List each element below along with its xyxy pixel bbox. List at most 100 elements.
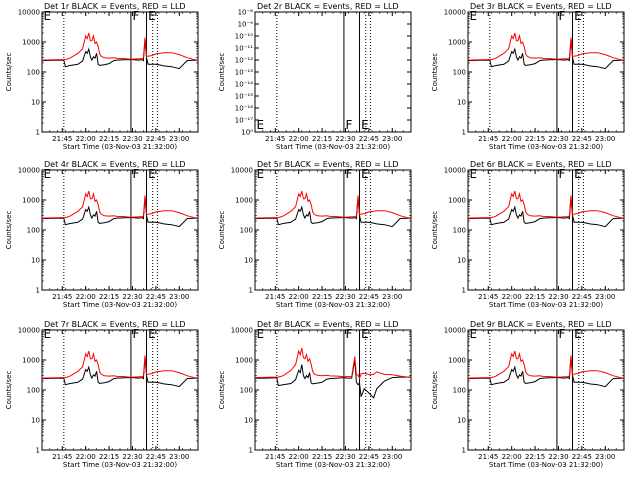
- flag-label: E: [44, 9, 52, 23]
- panel-det-9: Det 9r BLACK = Events, RED = LLD 10000 100…: [431, 320, 625, 469]
- series-lld-line: [467, 32, 625, 61]
- y-tick-label: 1: [36, 287, 40, 295]
- y-axis-label: Counts/sec: [5, 53, 13, 92]
- x-tick-label: 22:15: [312, 135, 332, 143]
- y-tick-label: 10000: [444, 9, 466, 17]
- series-events-line: [41, 197, 199, 228]
- x-tick-label: 22:45: [146, 453, 166, 461]
- flag-label: F: [558, 327, 565, 341]
- series-lld-line: [41, 32, 199, 61]
- y-tick-label: 10000: [18, 327, 40, 335]
- x-tick-label: 22:30: [122, 293, 142, 301]
- y-tick-label: 1000: [235, 357, 253, 365]
- x-tick-label: 21:45: [52, 293, 72, 301]
- y-tick-label: 1: [462, 447, 466, 455]
- y-tick-label: 100: [453, 387, 466, 395]
- flag-label: E: [257, 118, 265, 132]
- flag-label: E: [470, 9, 478, 23]
- y-tick-label: 10000: [231, 167, 253, 175]
- flag-label: E: [148, 167, 156, 181]
- y-tick-label: 10⁻¹¹: [235, 45, 253, 53]
- panel-title: Det 5r BLACK = Events, RED = LLD: [257, 160, 399, 169]
- x-axis-label: Start Time (03-Nov-03 21:32:00): [276, 461, 390, 469]
- y-tick-label: 10⁻⁹: [238, 21, 254, 29]
- series-lld-line: [467, 350, 625, 379]
- y-tick-label: 10⁻¹²: [235, 57, 253, 65]
- y-tick-label: 10: [31, 99, 40, 107]
- y-tick-label: 10⁻¹⁷: [235, 117, 253, 125]
- y-axis-label: Counts/sec: [218, 211, 226, 250]
- x-tick-label: 21:45: [52, 453, 72, 461]
- x-axis-label: Start Time (03-Nov-03 21:32:00): [489, 461, 603, 469]
- panel-det-3: Det 3r BLACK = Events, RED = LLD 10000 100…: [431, 2, 625, 151]
- x-axis-label: Start Time (03-Nov-03 21:32:00): [489, 301, 603, 309]
- flag-label: F: [558, 9, 565, 23]
- plot-frame: [467, 169, 625, 291]
- flag-label: E: [574, 327, 582, 341]
- x-tick-label: 23:00: [382, 293, 402, 301]
- y-tick-label: 10000: [18, 9, 40, 17]
- x-tick-label: 22:30: [548, 293, 568, 301]
- flag-label: E: [361, 118, 369, 132]
- y-tick-label: 1: [249, 447, 253, 455]
- series-lld-line: [41, 190, 199, 219]
- plot-frame: [254, 11, 412, 133]
- y-tick-label: 1: [36, 129, 40, 137]
- series-events-line: [254, 197, 412, 228]
- plot-frame: [254, 169, 412, 291]
- x-tick-label: 22:15: [312, 293, 332, 301]
- panel-det-1: Det 1r BLACK = Events, RED = LLD 10000 100…: [5, 2, 199, 151]
- y-tick-label: 10000: [444, 327, 466, 335]
- flag-label: E: [148, 327, 156, 341]
- flag-label: F: [132, 167, 139, 181]
- x-tick-label: 22:00: [289, 453, 309, 461]
- x-axis-label: Start Time (03-Nov-03 21:32:00): [63, 143, 177, 151]
- x-axis-label: Start Time (03-Nov-03 21:32:00): [276, 143, 390, 151]
- x-tick-label: 22:30: [335, 453, 355, 461]
- x-axis-label: Start Time (03-Nov-03 21:32:00): [63, 461, 177, 469]
- x-tick-label: 21:45: [478, 293, 498, 301]
- x-tick-label: 23:00: [595, 293, 615, 301]
- x-tick-label: 21:45: [265, 293, 285, 301]
- x-tick-label: 22:15: [99, 293, 119, 301]
- panel-title: Det 4r BLACK = Events, RED = LLD: [44, 160, 186, 169]
- y-axis-label: Counts/sec: [431, 53, 439, 92]
- panel-title: Det 7r BLACK = Events, RED = LLD: [44, 320, 186, 329]
- y-tick-label: 1000: [448, 39, 466, 47]
- flag-label: F: [558, 167, 565, 181]
- y-tick-label: 10: [31, 257, 40, 265]
- flag-label: F: [345, 167, 352, 181]
- x-tick-label: 21:45: [265, 453, 285, 461]
- y-tick-label: 100: [27, 69, 40, 77]
- flag-label: F: [345, 118, 352, 132]
- y-tick-label: 100: [240, 387, 253, 395]
- panel-title: Det 9r BLACK = Events, RED = LLD: [470, 320, 612, 329]
- plot-frame: [254, 329, 412, 451]
- y-tick-label: 1000: [22, 39, 40, 47]
- x-tick-label: 22:45: [359, 135, 379, 143]
- x-tick-label: 22:45: [359, 293, 379, 301]
- x-tick-label: 23:00: [169, 293, 189, 301]
- series-lld-line: [41, 350, 199, 379]
- series-events-line: [41, 39, 199, 70]
- y-tick-label: 10: [457, 99, 466, 107]
- x-tick-label: 23:00: [382, 453, 402, 461]
- y-tick-label: 10⁰: [241, 129, 253, 137]
- series-events-line: [467, 39, 625, 70]
- x-tick-label: 22:15: [525, 453, 545, 461]
- x-tick-label: 23:00: [595, 135, 615, 143]
- x-tick-label: 22:00: [289, 135, 309, 143]
- x-tick-label: 21:45: [478, 135, 498, 143]
- x-tick-label: 21:45: [52, 135, 72, 143]
- y-tick-label: 1: [249, 287, 253, 295]
- panel-title: Det 3r BLACK = Events, RED = LLD: [470, 2, 612, 11]
- panel-det-8: Det 8r BLACK = Events, RED = LLD 10000 100…: [218, 320, 412, 469]
- x-tick-label: 22:45: [572, 135, 592, 143]
- flag-label: E: [361, 327, 369, 341]
- panel-det-5: Det 5r BLACK = Events, RED = LLD 10000 100…: [218, 160, 412, 309]
- y-tick-label: 100: [240, 227, 253, 235]
- flag-label: E: [148, 9, 156, 23]
- x-tick-label: 23:00: [169, 453, 189, 461]
- y-tick-label: 1000: [22, 357, 40, 365]
